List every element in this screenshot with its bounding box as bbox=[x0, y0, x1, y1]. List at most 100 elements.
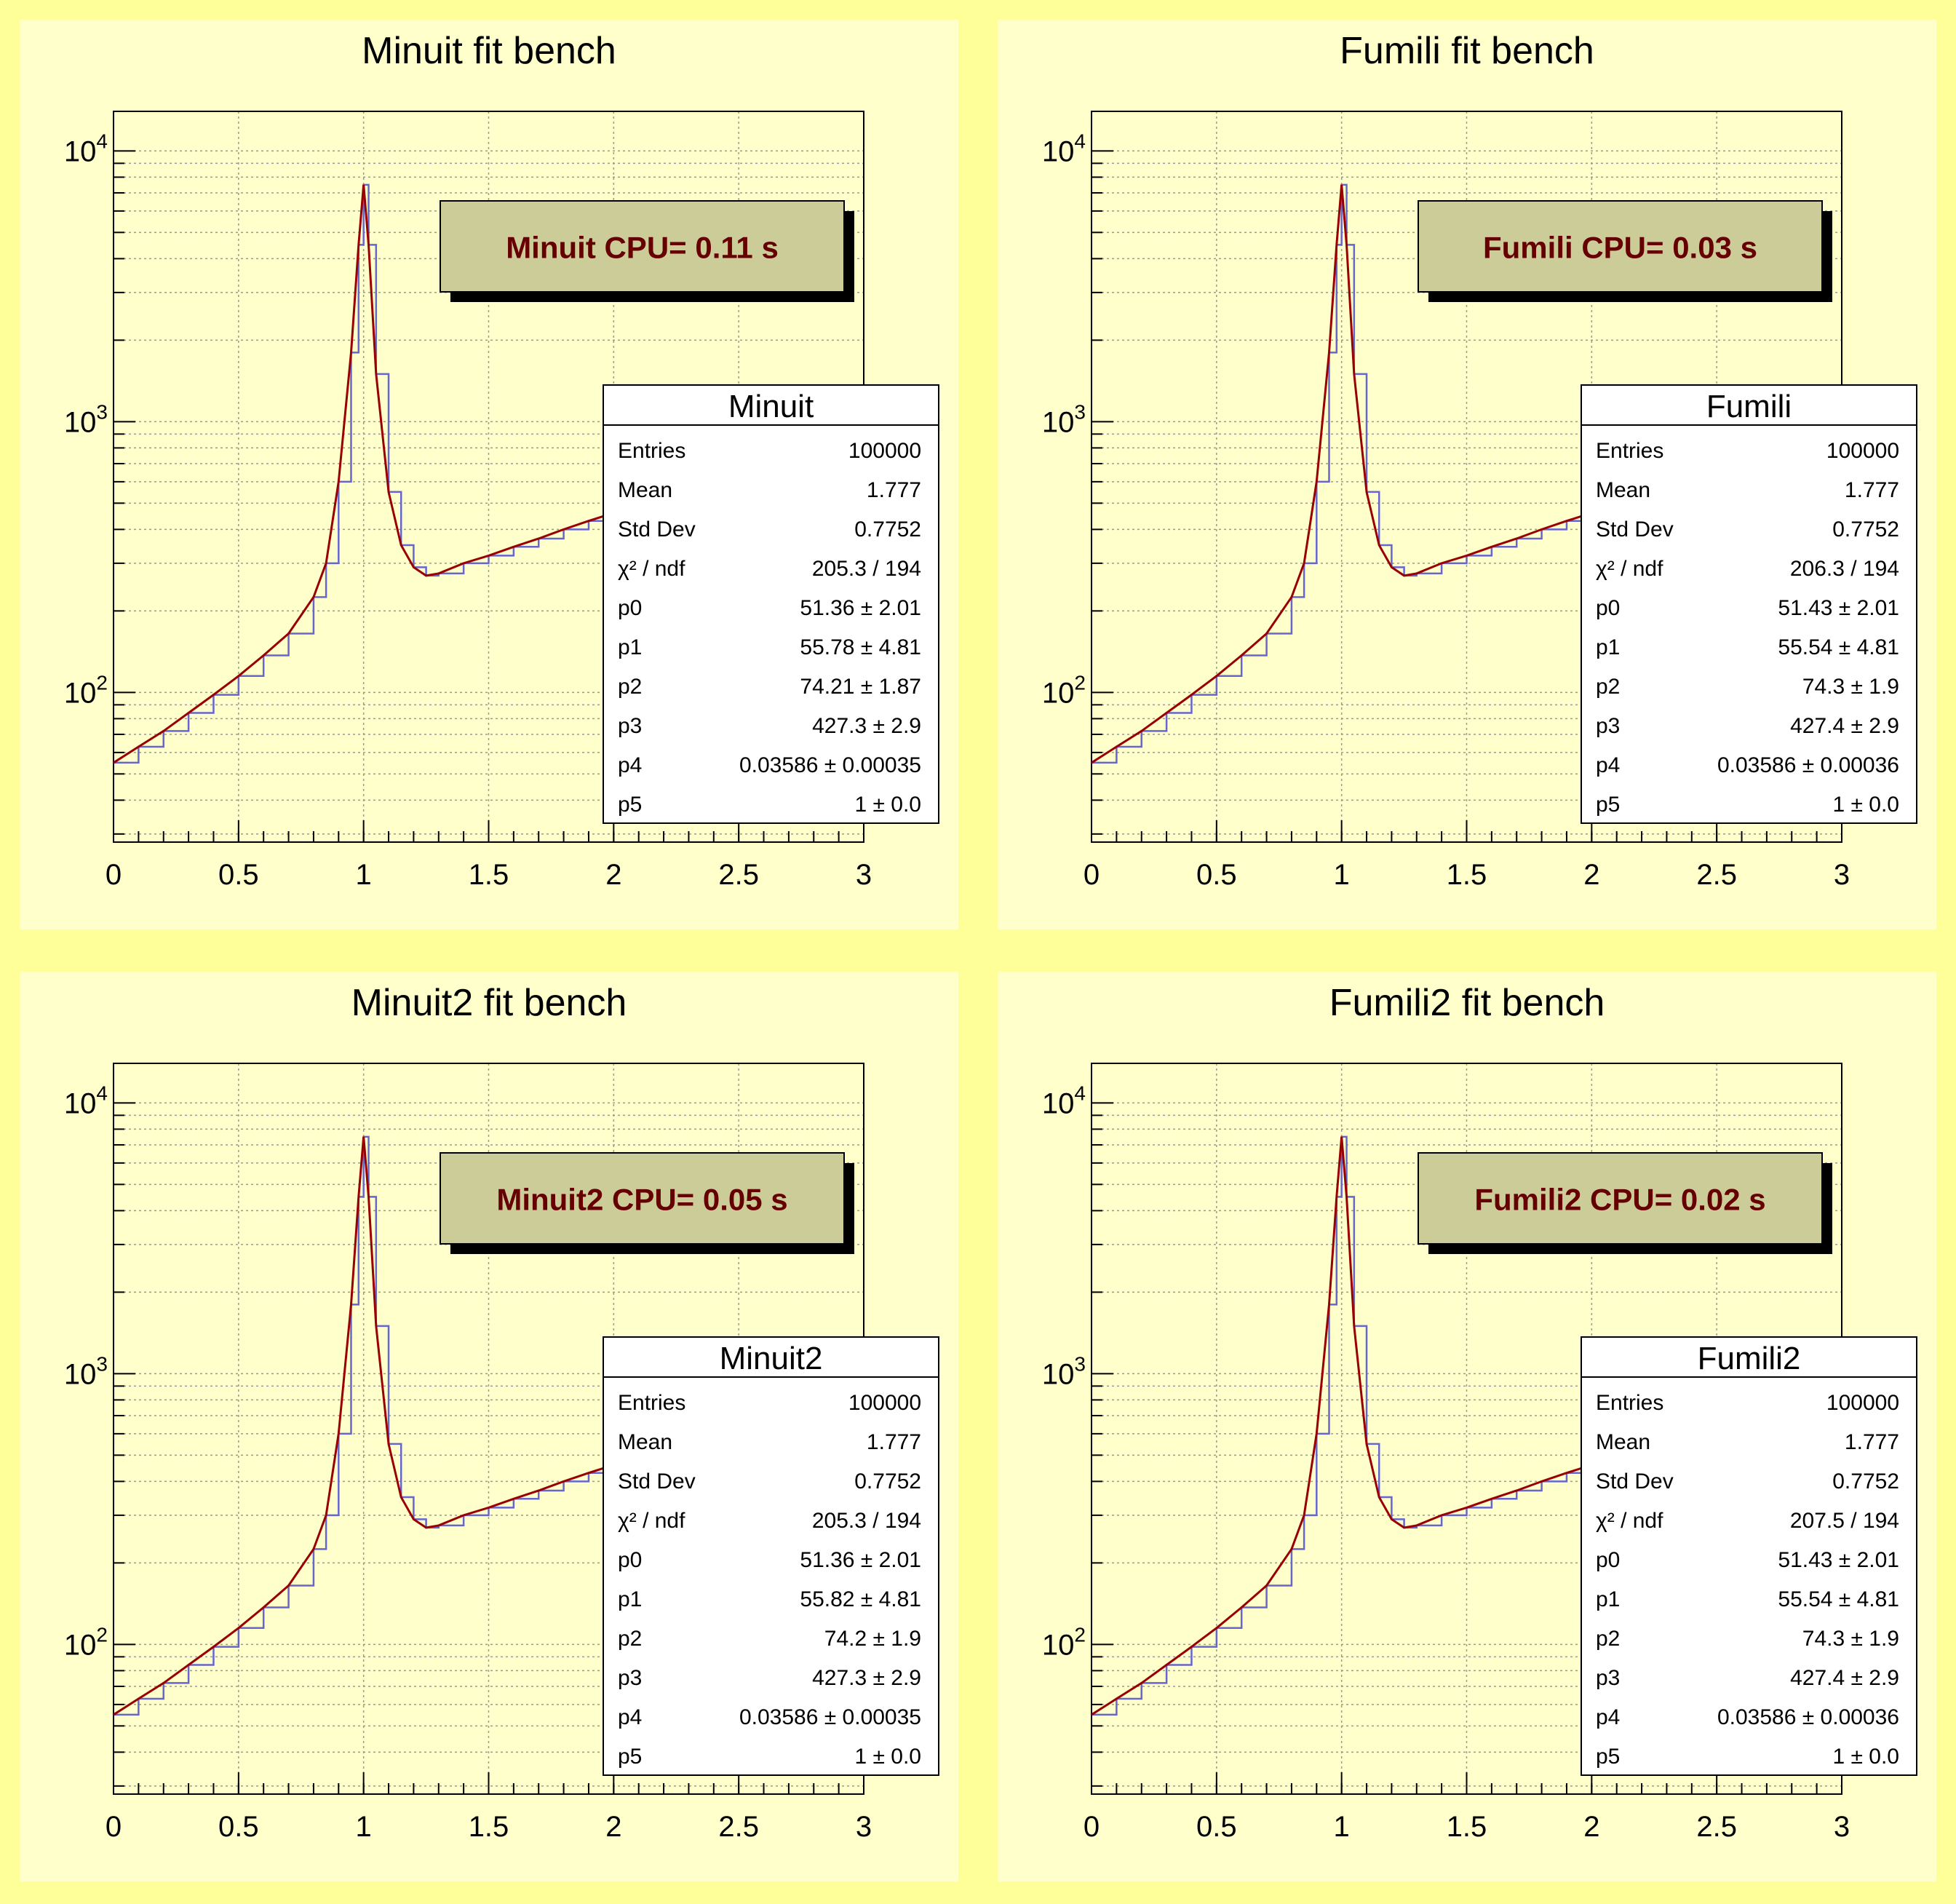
stats-row-label: χ² / ndf bbox=[618, 1509, 685, 1533]
x-tick-label: 2.5 bbox=[718, 859, 759, 891]
stats-row-label: Entries bbox=[1596, 1391, 1663, 1415]
chart-title: Fumili fit bench bbox=[1340, 30, 1594, 72]
stats-title: Fumili bbox=[1706, 389, 1792, 424]
cpu-box bbox=[1418, 200, 1823, 293]
stats-row-label: p4 bbox=[618, 1705, 642, 1729]
stats-row-label: p3 bbox=[1596, 1666, 1620, 1690]
y-tick-base: 10 bbox=[1042, 1358, 1075, 1390]
stats-row-value: 1.777 bbox=[867, 478, 921, 502]
stats-row-label: p5 bbox=[618, 1745, 642, 1769]
stats-row-label: χ² / ndf bbox=[1596, 1509, 1663, 1533]
cpu-box bbox=[440, 1152, 845, 1245]
stats-row-value: 74.3 ± 1.9 bbox=[1802, 675, 1899, 699]
stats-row-label: p2 bbox=[618, 1627, 642, 1651]
stats-row-value: 51.36 ± 2.01 bbox=[800, 1548, 921, 1572]
stats-row-value: 205.3 / 194 bbox=[812, 557, 921, 581]
stats-box bbox=[603, 1336, 939, 1776]
stats-box bbox=[1581, 384, 1917, 824]
stats-row-label: p2 bbox=[618, 675, 642, 699]
y-tick-exponent: 3 bbox=[1074, 1352, 1086, 1375]
y-tick-label: 102 bbox=[64, 1623, 108, 1661]
stats-row-value: 0.03586 ± 0.00035 bbox=[739, 753, 921, 777]
stats-row-value: 1.777 bbox=[1845, 1430, 1899, 1454]
stats-row-value: 51.36 ± 2.01 bbox=[800, 596, 921, 620]
stats-row-value: 427.4 ± 2.9 bbox=[1790, 714, 1899, 738]
y-tick-exponent: 3 bbox=[96, 1352, 108, 1375]
stats-row-value: 0.03586 ± 0.00035 bbox=[739, 1705, 921, 1729]
x-tick-label: 1 bbox=[356, 1811, 372, 1843]
stats-row-label: Entries bbox=[1596, 439, 1663, 463]
fit-curve-series bbox=[114, 1136, 614, 1716]
y-tick-label: 104 bbox=[64, 130, 108, 167]
y-tick-base: 10 bbox=[1042, 1087, 1075, 1119]
x-tick-label: 0 bbox=[106, 1811, 122, 1843]
stats-row-value: 74.2 ± 1.9 bbox=[824, 1627, 921, 1651]
cpu-label: Minuit2 CPU= 0.05 s bbox=[496, 1183, 787, 1217]
stats-row-value: 100000 bbox=[848, 1391, 921, 1415]
y-tick-base: 10 bbox=[1042, 677, 1075, 709]
stats-box bbox=[603, 384, 939, 824]
y-tick-exponent: 2 bbox=[96, 671, 108, 694]
y-tick-label: 103 bbox=[64, 1352, 108, 1390]
x-tick-label: 2 bbox=[605, 1811, 621, 1843]
stats-row-label: Entries bbox=[618, 439, 685, 463]
y-tick-exponent: 2 bbox=[1074, 1623, 1086, 1646]
stats-row-label: Mean bbox=[618, 478, 672, 502]
x-tick-label: 2.5 bbox=[718, 1811, 759, 1843]
stats-row-value: 55.78 ± 4.81 bbox=[800, 635, 921, 659]
stats-row-value: 1.777 bbox=[1845, 478, 1899, 502]
stats-row-label: p1 bbox=[618, 1587, 642, 1611]
stats-row-value: 1.777 bbox=[867, 1430, 921, 1454]
x-tick-label: 2 bbox=[1583, 859, 1599, 891]
stats-title: Minuit bbox=[728, 389, 814, 424]
y-tick-exponent: 4 bbox=[96, 1082, 108, 1104]
stats-row-value: 0.7752 bbox=[1832, 517, 1899, 542]
y-tick-exponent: 4 bbox=[1074, 130, 1086, 152]
y-tick-label: 102 bbox=[64, 671, 108, 709]
stats-row-label: p2 bbox=[1596, 1627, 1620, 1651]
x-tick-label: 3 bbox=[1834, 859, 1850, 891]
y-tick-label: 102 bbox=[1042, 1623, 1086, 1661]
y-tick-exponent: 2 bbox=[96, 1623, 108, 1646]
cpu-box bbox=[1418, 1152, 1823, 1245]
stats-row-value: 0.03586 ± 0.00036 bbox=[1717, 1705, 1899, 1729]
stats-row-value: 427.3 ± 2.9 bbox=[812, 1666, 921, 1690]
y-tick-base: 10 bbox=[1042, 1629, 1075, 1661]
stats-row-value: 100000 bbox=[848, 439, 921, 463]
stats-row-label: Mean bbox=[618, 1430, 672, 1454]
stats-row-value: 74.3 ± 1.9 bbox=[1802, 1627, 1899, 1651]
x-tick-label: 0 bbox=[1084, 1811, 1100, 1843]
x-tick-label: 1.5 bbox=[469, 1811, 509, 1843]
stats-row-label: p3 bbox=[1596, 714, 1620, 738]
stats-row-label: p2 bbox=[1596, 675, 1620, 699]
stats-row-value: 0.7752 bbox=[854, 1469, 921, 1494]
x-tick-label: 2.5 bbox=[1696, 1811, 1737, 1843]
x-tick-label: 1 bbox=[356, 859, 372, 891]
y-tick-exponent: 4 bbox=[96, 130, 108, 152]
stats-row-label: Std Dev bbox=[618, 517, 696, 542]
stats-row-label: Std Dev bbox=[1596, 517, 1674, 542]
stats-row-label: Std Dev bbox=[618, 1469, 696, 1494]
stats-row-label: p1 bbox=[1596, 1587, 1620, 1611]
stats-row-value: 207.5 / 194 bbox=[1790, 1509, 1899, 1533]
stats-row-label: p1 bbox=[1596, 635, 1620, 659]
stats-row-label: p5 bbox=[618, 793, 642, 817]
stats-row-value: 206.3 / 194 bbox=[1790, 557, 1899, 581]
stats-row-value: 1 ± 0.0 bbox=[1832, 1745, 1899, 1769]
x-tick-label: 0.5 bbox=[218, 1811, 259, 1843]
y-tick-exponent: 4 bbox=[1074, 1082, 1086, 1104]
y-tick-label: 103 bbox=[1042, 400, 1086, 438]
stats-row-value: 0.7752 bbox=[1832, 1469, 1899, 1494]
stats-row-value: 0.7752 bbox=[854, 517, 921, 542]
stats-row-label: Entries bbox=[618, 1391, 685, 1415]
x-tick-label: 1 bbox=[1334, 859, 1350, 891]
y-tick-exponent: 3 bbox=[96, 400, 108, 423]
stats-row-label: p0 bbox=[1596, 596, 1620, 620]
histogram-series bbox=[1092, 183, 1597, 764]
stats-row-label: Mean bbox=[1596, 1430, 1650, 1454]
cpu-label: Fumili CPU= 0.03 s bbox=[1483, 231, 1757, 265]
stats-row-value: 205.3 / 194 bbox=[812, 1509, 921, 1533]
stats-row-value: 51.43 ± 2.01 bbox=[1778, 1548, 1899, 1572]
